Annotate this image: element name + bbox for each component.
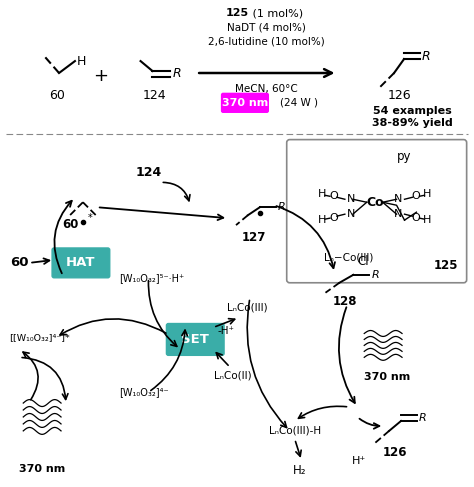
Text: H₂: H₂ xyxy=(293,464,306,477)
Text: py: py xyxy=(397,150,412,163)
Text: HAT: HAT xyxy=(66,256,96,269)
Text: 370 nm: 370 nm xyxy=(222,98,268,108)
Text: Co: Co xyxy=(366,196,383,209)
Text: H: H xyxy=(77,55,86,68)
Text: 370 nm: 370 nm xyxy=(364,372,410,382)
Text: 127: 127 xyxy=(242,230,266,244)
Text: +: + xyxy=(93,67,108,85)
Text: *: * xyxy=(88,213,92,223)
Text: MeCN, 60°C: MeCN, 60°C xyxy=(236,84,298,94)
Text: O: O xyxy=(411,213,420,223)
Text: LₙCo(III): LₙCo(III) xyxy=(227,302,267,313)
Text: R: R xyxy=(422,50,430,63)
Text: 125: 125 xyxy=(226,8,249,19)
Text: [[W₁₀O₃₂]⁴⁻]*: [[W₁₀O₃₂]⁴⁻]* xyxy=(9,333,70,342)
Text: 60: 60 xyxy=(63,218,79,231)
Text: 124: 124 xyxy=(136,166,162,179)
Text: H: H xyxy=(423,215,431,225)
Text: R: R xyxy=(371,270,379,280)
Text: 38-89% yield: 38-89% yield xyxy=(372,118,452,128)
Text: NaDT (4 mol%): NaDT (4 mol%) xyxy=(228,22,306,32)
Text: 2,6-lutidine (10 mol%): 2,6-lutidine (10 mol%) xyxy=(209,36,325,46)
FancyBboxPatch shape xyxy=(52,248,110,278)
Text: N: N xyxy=(346,194,355,204)
FancyBboxPatch shape xyxy=(221,94,268,112)
Text: [W₁₀O₃₂]⁵⁻·H⁺: [W₁₀O₃₂]⁵⁻·H⁺ xyxy=(118,273,184,283)
Text: 60: 60 xyxy=(10,256,28,269)
Text: 126: 126 xyxy=(387,90,411,102)
Text: Cl: Cl xyxy=(357,255,369,268)
Text: (1 mol%): (1 mol%) xyxy=(249,8,303,19)
Text: 128: 128 xyxy=(333,295,357,308)
Text: H⁺: H⁺ xyxy=(352,456,366,466)
Text: N: N xyxy=(394,209,403,219)
Text: Lₙ−Co(III): Lₙ−Co(III) xyxy=(325,253,374,263)
Text: LₙCo(III)-H: LₙCo(III)-H xyxy=(269,426,321,436)
Text: 124: 124 xyxy=(143,90,166,102)
Text: 125: 125 xyxy=(434,260,458,272)
Text: SET: SET xyxy=(182,333,209,346)
Text: H: H xyxy=(318,215,326,225)
Text: 126: 126 xyxy=(383,446,407,459)
Text: R: R xyxy=(278,202,285,212)
Text: -H⁺: -H⁺ xyxy=(217,326,234,337)
Text: LₙCo(II): LₙCo(II) xyxy=(214,370,252,380)
Text: 60: 60 xyxy=(49,90,65,102)
Text: H: H xyxy=(423,189,431,199)
Text: H: H xyxy=(318,189,326,199)
Text: N: N xyxy=(346,209,355,219)
Text: 54 examples: 54 examples xyxy=(373,106,451,116)
Text: N: N xyxy=(394,194,403,204)
Text: [W₁₀O₃₂]⁴⁻: [W₁₀O₃₂]⁴⁻ xyxy=(118,387,168,397)
Text: (24 W ): (24 W ) xyxy=(280,98,318,108)
FancyBboxPatch shape xyxy=(287,140,466,283)
Text: O: O xyxy=(329,213,338,223)
Text: O: O xyxy=(411,191,420,201)
Text: R: R xyxy=(173,67,181,79)
FancyBboxPatch shape xyxy=(166,323,224,356)
Text: 370 nm: 370 nm xyxy=(19,464,65,474)
Text: R: R xyxy=(419,413,427,423)
Text: O: O xyxy=(329,191,338,201)
